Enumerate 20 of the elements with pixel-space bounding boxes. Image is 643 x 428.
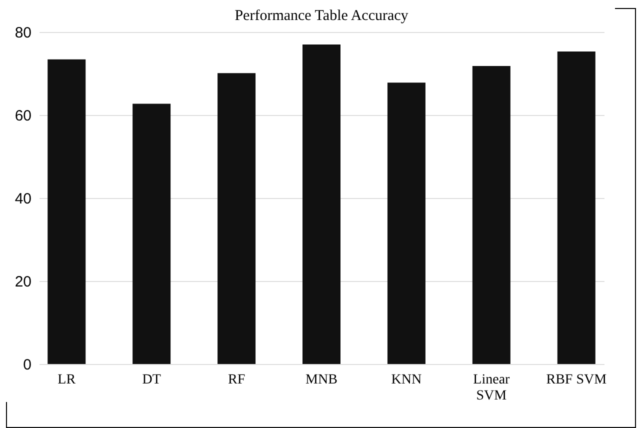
x-tick-label: DT <box>142 372 162 388</box>
bar <box>48 59 86 364</box>
y-tick-label: 40 <box>14 190 32 208</box>
y-tick-label: 0 <box>23 356 32 374</box>
x-tick-label: KNN <box>391 372 422 388</box>
bar <box>387 82 426 364</box>
x-tick-label: LR <box>58 372 76 388</box>
y-tick-label: 80 <box>14 24 32 42</box>
y-tick-label: 20 <box>14 274 32 290</box>
bar <box>218 73 256 364</box>
x-tick-label: Linear SVM <box>473 372 510 404</box>
x-tick-label: RF <box>228 372 246 388</box>
bar <box>472 66 510 364</box>
bar <box>302 44 340 364</box>
bar <box>132 104 171 364</box>
chart-title: Performance Table Accuracy <box>234 8 409 24</box>
x-tick-label: RBF SVM <box>546 372 608 388</box>
x-tick-label: MNB <box>306 372 338 388</box>
bar <box>557 52 596 364</box>
y-tick-label: 60 <box>14 108 32 124</box>
